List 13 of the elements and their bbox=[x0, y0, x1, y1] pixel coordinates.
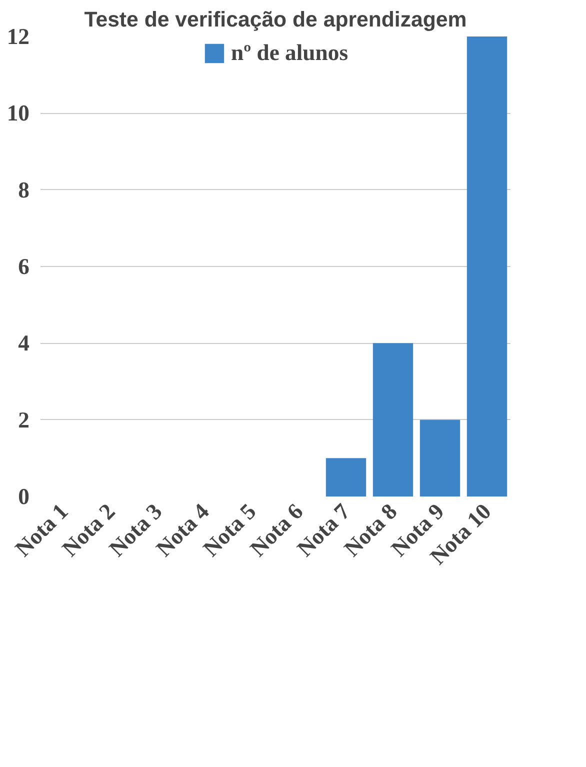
y-tick-label: 6 bbox=[18, 254, 30, 279]
y-tick-label: 10 bbox=[6, 100, 30, 126]
y-tick-label: 8 bbox=[18, 177, 30, 202]
bar bbox=[326, 458, 366, 496]
bar bbox=[372, 343, 414, 496]
y-tick-label: 12 bbox=[6, 24, 30, 49]
y-tick-label: 2 bbox=[18, 407, 30, 432]
bar bbox=[420, 420, 460, 496]
bar bbox=[466, 36, 508, 496]
legend-label: nº de alunos bbox=[230, 40, 348, 66]
chart-title: Teste de verificação de aprendizagem bbox=[84, 8, 467, 32]
y-tick-label: 0 bbox=[18, 484, 30, 509]
y-tick-label: 4 bbox=[18, 330, 30, 356]
